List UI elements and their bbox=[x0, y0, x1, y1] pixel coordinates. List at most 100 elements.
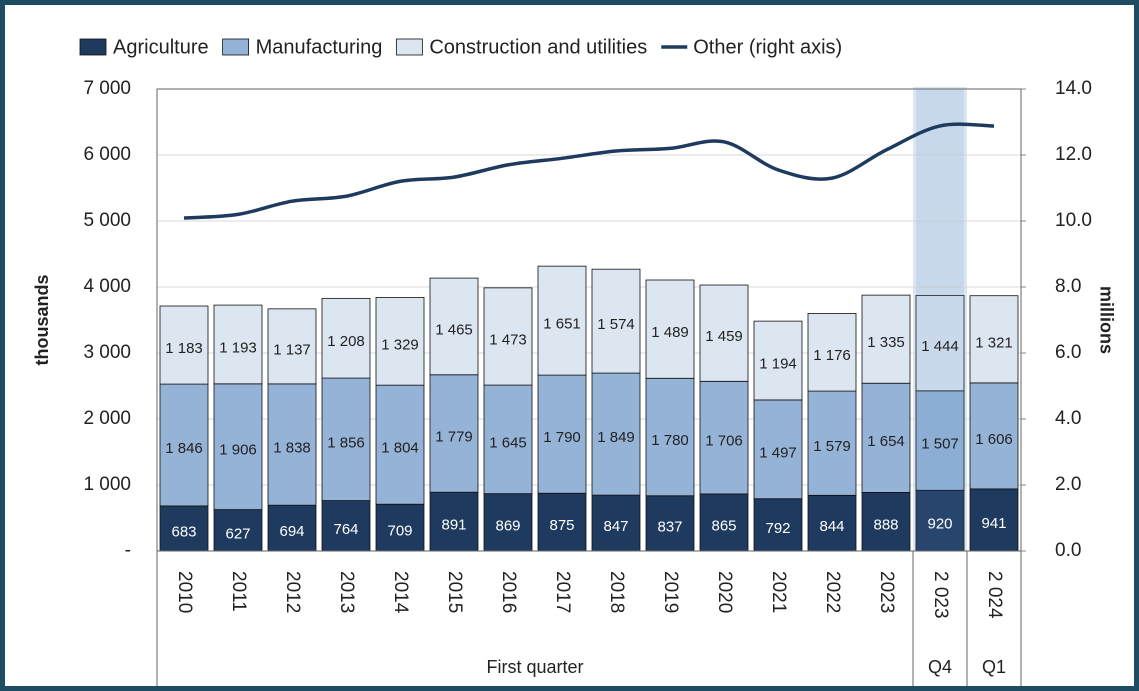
x-tick-label: 2022 bbox=[822, 571, 843, 613]
data-label: 1 321 bbox=[975, 334, 1013, 351]
x-tick-label: 2014 bbox=[390, 571, 411, 614]
data-label: 1 193 bbox=[219, 339, 257, 356]
bar-segment bbox=[969, 488, 1019, 552]
legend: Agriculture Manufacturing Construction and… bbox=[79, 36, 842, 58]
data-label: 1 579 bbox=[813, 438, 851, 455]
y2-tick-label: 10.0 bbox=[1055, 210, 1092, 231]
y2-tick-label: 8.0 bbox=[1055, 276, 1081, 297]
bar-segment bbox=[645, 377, 695, 497]
data-label: 1 645 bbox=[489, 434, 527, 451]
bar-segment bbox=[483, 384, 533, 495]
data-label: 847 bbox=[603, 518, 628, 535]
bar-segment bbox=[321, 297, 371, 379]
y2-tick-label: 14.0 bbox=[1055, 78, 1092, 99]
data-label: 1 137 bbox=[273, 341, 311, 358]
data-label: 1 856 bbox=[327, 434, 365, 451]
data-label: 844 bbox=[819, 518, 844, 535]
x-tick-label: 2016 bbox=[498, 571, 519, 613]
data-label: 1 779 bbox=[435, 428, 473, 445]
data-label: 1 846 bbox=[165, 440, 203, 457]
bar-segment bbox=[969, 382, 1019, 490]
y-tick-label: 4 000 bbox=[83, 276, 131, 297]
x-tick-label: 2023 bbox=[876, 571, 897, 613]
data-label: 1 208 bbox=[327, 333, 365, 350]
x-tick-label: 2020 bbox=[714, 571, 735, 613]
x-tick-label: 2019 bbox=[660, 571, 681, 613]
bar-segment bbox=[537, 492, 587, 552]
bar-segment bbox=[429, 374, 479, 493]
chart: - 1 000 2 000 3 000 4 000 5 000 6 000 7 000 0.0 2… bbox=[32, 36, 1116, 686]
bar-segment bbox=[159, 305, 209, 385]
data-label: 869 bbox=[495, 517, 520, 534]
bar-segment bbox=[267, 308, 317, 385]
bar-segment bbox=[321, 500, 371, 552]
x-tick-label: 2018 bbox=[606, 571, 627, 613]
x-tick-label: 2 024 bbox=[984, 571, 1005, 619]
y2-tick-label: 6.0 bbox=[1055, 342, 1081, 363]
legend-swatch bbox=[79, 38, 107, 56]
data-label: 1 906 bbox=[219, 442, 257, 459]
bar-segment bbox=[375, 503, 425, 552]
bar-segment bbox=[213, 383, 263, 511]
bar-segment bbox=[159, 383, 209, 507]
data-label: 1 335 bbox=[867, 334, 905, 351]
data-label: 1 654 bbox=[867, 433, 905, 450]
data-label: 1 780 bbox=[651, 432, 689, 449]
y-tick-label: 6 000 bbox=[83, 144, 131, 165]
group-label: Q4 bbox=[928, 657, 952, 677]
y-tick-label: 1 000 bbox=[83, 474, 131, 495]
bar-segment bbox=[483, 493, 533, 552]
y2-tick-label: 4.0 bbox=[1055, 408, 1081, 429]
x-tick-label: 2015 bbox=[444, 571, 465, 613]
legend-label: Construction and utilities bbox=[429, 36, 647, 58]
data-label: 1 497 bbox=[759, 444, 797, 461]
bar-segment bbox=[753, 320, 803, 401]
data-label: 1 706 bbox=[705, 433, 743, 450]
data-label: 888 bbox=[873, 517, 898, 534]
bar-segment bbox=[645, 495, 695, 552]
data-label: 1 194 bbox=[759, 355, 797, 372]
y-tick-label: 3 000 bbox=[83, 342, 131, 363]
y-tick-label: 7 000 bbox=[83, 78, 131, 99]
bar-segment bbox=[591, 268, 641, 374]
bar-segment bbox=[591, 494, 641, 552]
bar-segment bbox=[969, 295, 1019, 384]
y-tick-label: 5 000 bbox=[83, 210, 131, 231]
x-tick-label: 2012 bbox=[282, 571, 303, 613]
bar-segment bbox=[213, 509, 263, 552]
y2-tick-label: 12.0 bbox=[1055, 144, 1092, 165]
data-label: 627 bbox=[225, 525, 250, 542]
bar-segment bbox=[915, 390, 965, 491]
x-tick-label: 2011 bbox=[228, 571, 249, 612]
data-label: 837 bbox=[657, 518, 682, 535]
x-tick-label: 2010 bbox=[174, 571, 195, 613]
bar-segment bbox=[375, 297, 425, 386]
bar-segment bbox=[753, 399, 803, 500]
data-label: 764 bbox=[333, 521, 358, 538]
data-label: 1 804 bbox=[381, 440, 419, 457]
bar-segment bbox=[267, 504, 317, 552]
bar-segment bbox=[807, 494, 857, 552]
legend-label: Manufacturing bbox=[256, 36, 383, 58]
data-label: 1 459 bbox=[705, 328, 743, 345]
bar-segment bbox=[699, 284, 749, 382]
data-label: 1 329 bbox=[381, 336, 419, 353]
data-label: 875 bbox=[549, 517, 574, 534]
bar-segment bbox=[645, 279, 695, 379]
bar-segment bbox=[807, 313, 857, 392]
bar-segment bbox=[915, 295, 965, 392]
x-tick-label: 2 023 bbox=[930, 571, 951, 619]
y-tick-label: - bbox=[125, 540, 131, 561]
data-label: 865 bbox=[711, 517, 736, 534]
y2-axis-title: millions bbox=[1096, 286, 1116, 354]
group-label: Q1 bbox=[982, 657, 1006, 677]
bar-segment bbox=[753, 498, 803, 552]
data-label: 694 bbox=[279, 523, 304, 540]
data-label: 1 838 bbox=[273, 440, 311, 457]
data-label: 1 489 bbox=[651, 324, 689, 341]
data-label: 1 473 bbox=[489, 331, 527, 348]
data-label: 891 bbox=[441, 517, 466, 534]
data-label: 941 bbox=[981, 515, 1006, 532]
bar-segment bbox=[429, 277, 479, 376]
